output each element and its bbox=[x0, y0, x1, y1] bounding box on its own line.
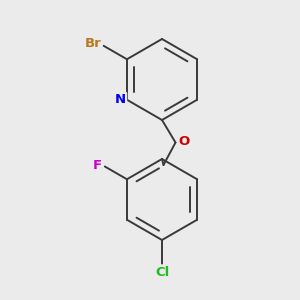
Text: O: O bbox=[178, 135, 190, 148]
Text: F: F bbox=[93, 159, 102, 172]
Text: Br: Br bbox=[85, 37, 101, 50]
Text: Cl: Cl bbox=[155, 266, 169, 279]
Text: N: N bbox=[115, 93, 126, 106]
